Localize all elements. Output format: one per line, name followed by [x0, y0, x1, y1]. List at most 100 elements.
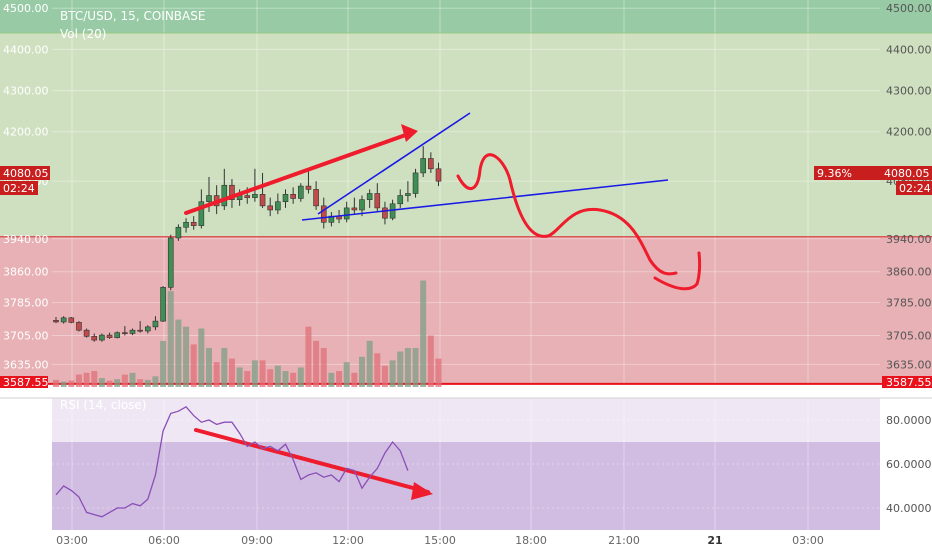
volume-bar	[427, 335, 434, 387]
price-tick-right: 4200.00	[886, 126, 932, 139]
candle-body	[99, 334, 105, 341]
volume-bar	[336, 371, 343, 387]
price-zone-2	[0, 236, 932, 384]
price-tick-right: 4400.00	[886, 43, 932, 56]
level-badges: 3587.55 3587.55	[0, 376, 932, 389]
candle-body	[198, 201, 205, 226]
forecast-path	[456, 153, 678, 276]
candle-body	[297, 185, 304, 199]
price-tick-left: 3785.00	[3, 297, 49, 310]
candle-body	[137, 329, 143, 332]
candle-body	[53, 320, 59, 323]
volume-bar	[412, 347, 419, 387]
symbol-label[interactable]: BTC/USD, 15, COINBASE	[60, 9, 205, 23]
candle-body	[397, 195, 404, 205]
volume-bar	[137, 379, 144, 387]
price-tick-right: 4300.00	[886, 85, 932, 98]
volume-bar	[98, 378, 105, 387]
volume-bar	[366, 340, 373, 387]
volume-bar	[389, 360, 396, 387]
candle-body	[114, 332, 120, 338]
volume-bar	[106, 380, 113, 387]
candle-body	[428, 158, 434, 170]
rsi-label[interactable]: RSI (14, close)	[60, 398, 146, 412]
candle-body	[359, 199, 365, 211]
candle-body	[244, 195, 251, 198]
candle-body	[374, 193, 381, 209]
price-tick-left: 4200.00	[3, 126, 49, 139]
time-tick: 21	[707, 534, 722, 547]
candle-body	[91, 336, 98, 341]
candle-body	[229, 184, 235, 200]
price-tick-right: 4500.00	[886, 2, 932, 15]
lower-trendline	[301, 179, 669, 221]
candle-body	[76, 322, 82, 331]
price-zone-0	[0, 0, 932, 33]
time-axis-area[interactable]	[0, 530, 932, 550]
price-tick-left: 3860.00	[3, 266, 49, 279]
volume-bar	[129, 372, 136, 387]
price-tick-left: 4400.00	[3, 43, 49, 56]
rsi-divergence-arrow	[194, 428, 430, 494]
price-tick-left: 4500.00	[3, 2, 49, 15]
rsi-tick-right: 60.0000	[886, 458, 932, 471]
candle-body	[145, 326, 151, 332]
volume-bar	[244, 371, 251, 387]
time-tick: 06:00	[148, 534, 180, 547]
volume-bar	[213, 362, 220, 387]
volume-bar	[190, 344, 197, 387]
volume-bar	[160, 340, 167, 387]
price-tick-right: 3705.00	[886, 330, 932, 343]
upper-trendline	[317, 112, 471, 215]
left-price-value: 4080.05	[3, 167, 49, 180]
time-tick: 03:00	[792, 534, 824, 547]
candle-body	[175, 226, 182, 239]
volume-bar	[435, 358, 442, 387]
candle-body	[313, 189, 319, 207]
time-tick: 15:00	[424, 534, 456, 547]
candle-body	[190, 222, 197, 226]
volume-bar	[236, 367, 243, 387]
volume-bar	[374, 353, 381, 387]
volume-bar	[183, 326, 190, 387]
volume-bar	[198, 328, 205, 387]
candle-body	[160, 287, 166, 322]
candle-body	[405, 193, 411, 196]
volume-bar	[114, 379, 121, 387]
rsi-divergence-arrowhead	[411, 482, 433, 500]
candle-body	[320, 205, 327, 223]
trend-drawings	[184, 112, 702, 500]
volume-bar	[75, 374, 82, 387]
volume-bar	[404, 347, 411, 387]
volume-bar	[91, 371, 98, 387]
price-tick-right: 3785.00	[886, 297, 932, 310]
price-tick-left: 3940.00	[3, 233, 49, 246]
left-level-value: 3587.55	[3, 376, 49, 389]
rsi-line	[55, 405, 409, 518]
candle-body	[252, 194, 258, 198]
volume-bar	[267, 369, 274, 387]
time-tick: 12:00	[332, 534, 364, 547]
price-tick-left: 3635.00	[3, 358, 49, 371]
volume-bar	[328, 372, 335, 387]
candle-body	[382, 207, 388, 219]
candle-body	[275, 201, 281, 211]
volume-bar	[359, 356, 365, 387]
volume-bar	[68, 380, 75, 387]
volume-bar	[397, 351, 404, 387]
candle-body	[267, 205, 274, 211]
time-tick: 21:00	[608, 534, 640, 547]
rsi-tick-right: 80.0000	[886, 414, 932, 427]
price-tick-right: 3860.00	[886, 266, 932, 279]
right-countdown: 02:24	[899, 182, 931, 195]
volume-bar	[351, 372, 358, 387]
volume-bar	[320, 347, 327, 387]
volume-label[interactable]: Vol (20)	[60, 27, 106, 41]
rsi-band	[52, 442, 880, 530]
right-price-badge: 9.36% 4080.05 02:24	[814, 166, 932, 195]
candle-body	[83, 329, 90, 337]
candle-body	[60, 317, 67, 323]
rsi-tick-right: 40.0000	[886, 502, 932, 515]
volume-bar	[282, 371, 289, 387]
